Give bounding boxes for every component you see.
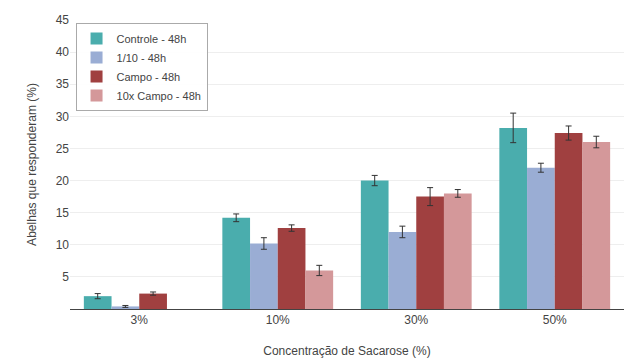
svg-text:10%: 10%: [266, 313, 290, 327]
svg-text:30%: 30%: [404, 313, 428, 327]
svg-text:30: 30: [56, 110, 70, 124]
svg-text:Campo - 48h: Campo - 48h: [117, 71, 181, 83]
svg-text:25: 25: [56, 142, 70, 156]
svg-text:10x Campo - 48h: 10x Campo - 48h: [117, 90, 201, 102]
svg-text:5: 5: [62, 270, 69, 284]
svg-text:1/10 - 48h: 1/10 - 48h: [117, 52, 167, 64]
svg-text:Abelhas que responderam (%): Abelhas que responderam (%): [25, 83, 39, 246]
svg-text:10: 10: [56, 238, 70, 252]
svg-text:15: 15: [56, 206, 70, 220]
svg-text:45: 45: [56, 13, 70, 27]
svg-text:Concentração de Sacarose (%): Concentração de Sacarose (%): [263, 344, 430, 358]
svg-text:Controle - 48h: Controle - 48h: [117, 33, 187, 45]
svg-text:20: 20: [56, 174, 70, 188]
svg-text:35: 35: [56, 77, 70, 91]
svg-text:40: 40: [56, 45, 70, 59]
svg-text:3%: 3%: [131, 313, 149, 327]
svg-text:50%: 50%: [543, 313, 567, 327]
